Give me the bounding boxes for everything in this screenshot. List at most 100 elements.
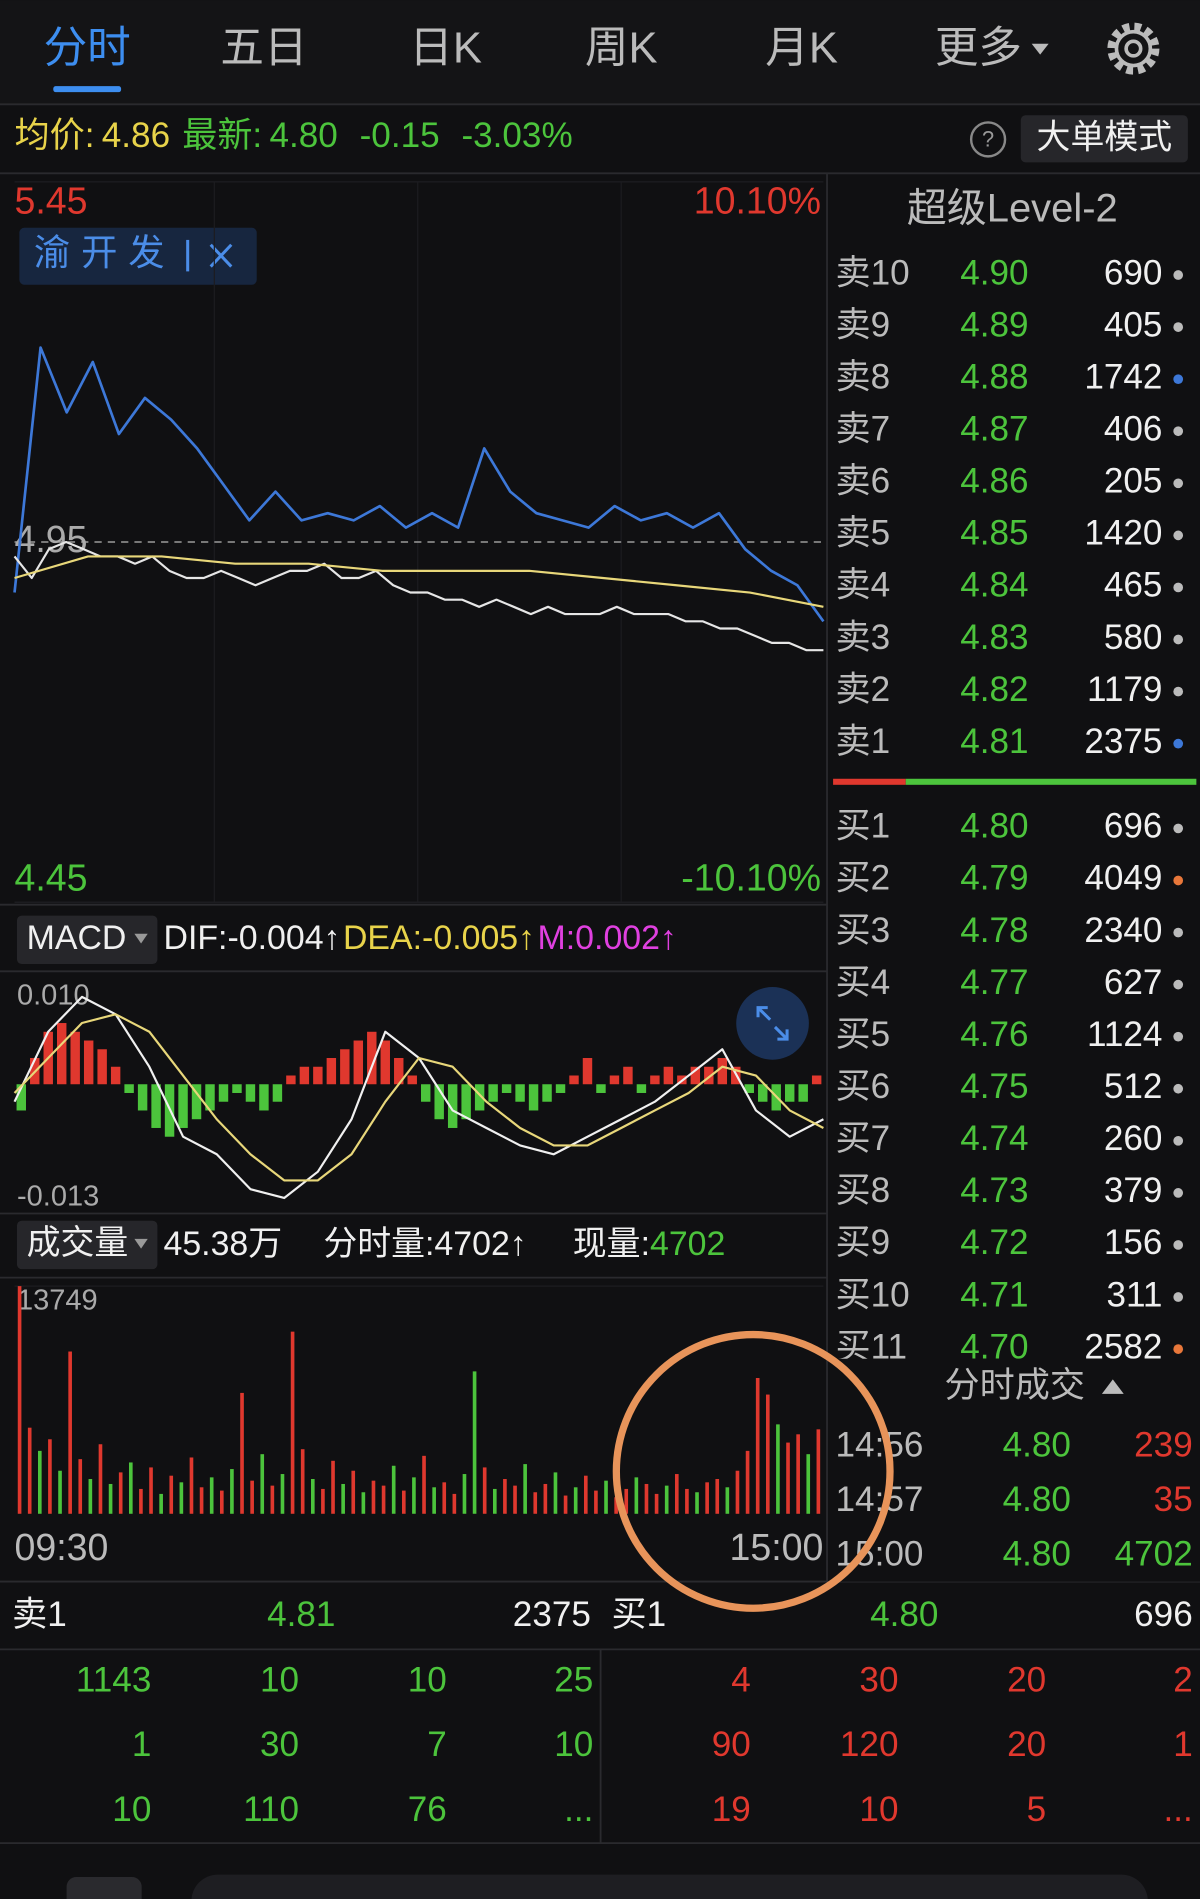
avg-label: 均价:	[15, 116, 95, 155]
y2-tick-label: 10.10%	[694, 179, 821, 221]
status-dot	[1173, 738, 1184, 749]
macd-bar	[582, 1058, 593, 1085]
last-label: 最新:	[182, 116, 262, 155]
y2-tick-label: -10.10%	[681, 856, 821, 898]
level-price: 4.88	[960, 357, 1028, 396]
tab[interactable]: 周K	[585, 25, 658, 73]
queue-order: 1143	[76, 1660, 152, 1699]
queue-order: 120	[840, 1725, 899, 1764]
volume-bar	[755, 1378, 760, 1514]
volume-bar	[725, 1487, 730, 1514]
volume-bar	[583, 1475, 588, 1514]
nav-input[interactable]	[191, 1874, 1148, 1899]
level-price: 4.73	[960, 1171, 1028, 1210]
tick-qty: 239	[1134, 1425, 1193, 1464]
level-qty: 512	[1104, 1067, 1163, 1106]
y-tick-label: 13749	[17, 1285, 98, 1317]
volume-bar	[58, 1470, 62, 1514]
status-dot	[1173, 979, 1184, 990]
help-icon[interactable]	[969, 121, 1007, 158]
volume-bar	[27, 1427, 32, 1514]
queue-order: 10	[408, 1660, 447, 1699]
status-dot	[1173, 927, 1184, 938]
macd-bar	[784, 1084, 795, 1102]
volume-bar	[219, 1490, 224, 1514]
level-label: 买6	[836, 1067, 891, 1106]
ticks-title[interactable]: 分时成交	[945, 1366, 1085, 1405]
price-line	[13, 540, 824, 652]
nav-icon[interactable]	[66, 1877, 142, 1899]
status-dot	[1173, 374, 1184, 385]
volume-bar	[341, 1483, 345, 1514]
status-dot	[1173, 1188, 1184, 1198]
level-qty: 406	[1104, 410, 1163, 449]
tab[interactable]: 日K	[409, 25, 482, 73]
indicator-selector[interactable]	[16, 915, 158, 965]
expand-icon	[756, 1006, 789, 1041]
level-price: 4.87	[960, 410, 1028, 449]
macd-bar	[569, 1075, 579, 1085]
status-dot	[1173, 1292, 1184, 1302]
tab[interactable]: 月K	[765, 25, 838, 73]
volume-bar	[290, 1331, 295, 1514]
tab[interactable]: 分时	[44, 25, 131, 73]
level-qty: 4049	[1084, 859, 1162, 898]
level-price: 4.89	[960, 305, 1028, 344]
tab[interactable]: 五日	[220, 25, 307, 73]
compare-tag[interactable]	[19, 227, 257, 285]
volume-bar	[98, 1444, 103, 1514]
ask-bar	[833, 778, 906, 785]
level-price: 4.74	[960, 1119, 1028, 1158]
mode-button[interactable]	[1020, 115, 1188, 163]
volume-legend: 45.38万 分时量:4702↑ 现量:4702	[163, 1225, 725, 1263]
macd-bar	[340, 1049, 350, 1085]
macd-bar	[704, 1066, 714, 1085]
avg-price: 4.86	[102, 116, 170, 155]
level-qty: 2340	[1084, 911, 1162, 950]
volume-bar	[644, 1483, 649, 1514]
bid-bar	[905, 778, 1197, 785]
settings-icon[interactable]	[1107, 22, 1160, 75]
dropdown-caret[interactable]	[1031, 43, 1049, 55]
level-qty: 379	[1104, 1171, 1163, 1210]
queue-order: 30	[260, 1725, 299, 1764]
volume-bar	[705, 1482, 709, 1514]
volume-bar	[78, 1459, 83, 1514]
bid-levels: 买1 4.80 696 买2 4.79 4049 买3 4.78 2340 买4 4.77 627 买5…	[836, 807, 1184, 1359]
level-price: 4.76	[960, 1015, 1028, 1054]
volume-bar	[442, 1482, 447, 1514]
macd-bar	[313, 1066, 323, 1085]
queue-order: 76	[408, 1790, 447, 1829]
macd-bar	[623, 1066, 633, 1085]
volume-bar	[361, 1492, 366, 1514]
level-qty: 465	[1104, 566, 1163, 605]
macd-bar	[83, 1040, 94, 1085]
quote-line: 均价: 4.86 最新: 4.80 -0.15 -3.03%	[15, 116, 573, 155]
macd-bar	[663, 1066, 674, 1085]
level-qty: 205	[1104, 462, 1163, 501]
level-qty: 580	[1104, 618, 1163, 657]
summary-label: 买1	[612, 1595, 667, 1634]
level-label: 卖9	[836, 305, 891, 344]
volume-bar	[523, 1464, 527, 1514]
status-dot	[1173, 478, 1184, 489]
expand-button[interactable]	[736, 987, 809, 1060]
queue-order: 10	[859, 1790, 898, 1829]
macd-bar	[353, 1040, 364, 1085]
status-dot	[1173, 582, 1184, 593]
volume-selector[interactable]	[16, 1220, 158, 1270]
status-dot	[1173, 1083, 1184, 1094]
level-price: 4.83	[960, 618, 1028, 657]
tick-price: 4.80	[1003, 1425, 1071, 1464]
y-tick-label: 5.45	[15, 179, 88, 221]
level-label: 买3	[836, 911, 891, 950]
volume-bar	[776, 1424, 780, 1514]
macd-bar	[447, 1084, 458, 1128]
level-qty: 1420	[1084, 514, 1162, 553]
queue-order: 20	[1007, 1660, 1046, 1699]
level-price: 4.82	[960, 670, 1028, 709]
volume-bar	[432, 1487, 436, 1514]
level-price: 4.72	[960, 1223, 1028, 1262]
volume-bar	[553, 1472, 558, 1514]
tab[interactable]: 更多	[935, 25, 1022, 73]
